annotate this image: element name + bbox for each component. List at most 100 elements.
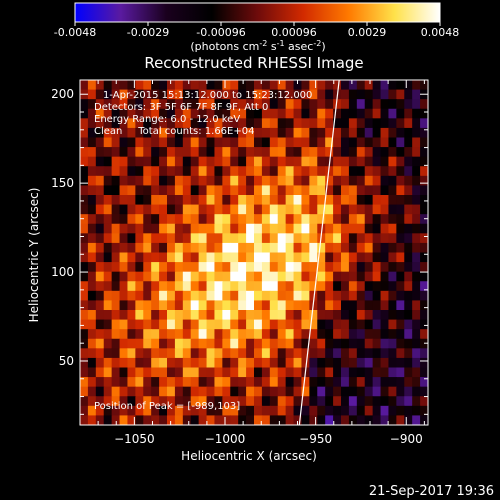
- heatmap-cell: [380, 271, 390, 282]
- heatmap-cell: [222, 300, 231, 311]
- heatmap-cell: [143, 367, 152, 378]
- heatmap-cell: [182, 405, 192, 417]
- heatmap-cell: [198, 396, 208, 407]
- heatmap-cell: [246, 262, 255, 273]
- heatmap-cell: [254, 290, 263, 302]
- heatmap-cell: [277, 147, 287, 158]
- heatmap-cell: [356, 252, 366, 263]
- heatmap-cell: [230, 252, 239, 263]
- heatmap-cell: [317, 137, 326, 148]
- heatmap-cell: [293, 262, 303, 273]
- heatmap-cell: [261, 271, 271, 282]
- heatmap-cell: [230, 233, 239, 244]
- heatmap-cell: [119, 415, 129, 425]
- heatmap-cell: [348, 405, 358, 417]
- heatmap-cell: [135, 242, 144, 254]
- heatmap-cell: [238, 386, 247, 397]
- heatmap-cell: [151, 214, 160, 225]
- heatmap-cell: [80, 271, 89, 282]
- y-tick-label: 50: [59, 354, 74, 368]
- heatmap-cell: [167, 214, 176, 225]
- heatmap-cell: [206, 108, 216, 119]
- heatmap-cell: [238, 214, 247, 225]
- heatmap-cell: [388, 405, 397, 417]
- heatmap-cell: [214, 166, 223, 177]
- heatmap-cell: [214, 108, 223, 119]
- heatmap-cell: [309, 348, 318, 359]
- heatmap-cell: [372, 367, 382, 378]
- heatmap-cell: [388, 262, 397, 273]
- heatmap-cell: [420, 166, 428, 177]
- heatmap-cell: [159, 137, 168, 148]
- heatmap-cell: [214, 396, 223, 407]
- heatmap-cell: [420, 108, 428, 119]
- heatmap-cell: [127, 338, 136, 349]
- heatmap-cell: [206, 252, 216, 263]
- heatmap-cell: [174, 214, 184, 225]
- heatmap-cell: [238, 281, 247, 292]
- heatmap-cell: [356, 108, 366, 119]
- heatmap-cell: [190, 338, 200, 349]
- heatmap-cell: [325, 405, 334, 417]
- heatmap-cell: [151, 195, 160, 206]
- heatmap-cell: [341, 147, 350, 158]
- heatmap-cell: [230, 127, 239, 139]
- heatmap-cell: [325, 118, 334, 129]
- heatmap-cell: [167, 99, 176, 110]
- heatmap-cell: [127, 175, 136, 187]
- heatmap-cell: [317, 415, 326, 425]
- heatmap-cell: [174, 89, 184, 100]
- heatmap-cell: [348, 348, 358, 359]
- heatmap-cell: [238, 252, 247, 263]
- heatmap-cell: [159, 329, 168, 340]
- heatmap-cell: [230, 415, 239, 425]
- heatmap-cell: [127, 204, 136, 215]
- heatmap-cell: [309, 80, 318, 91]
- heatmap-cell: [182, 415, 192, 425]
- heatmap-cell: [246, 108, 255, 119]
- heatmap-cell: [135, 214, 144, 225]
- heatmap-cell: [174, 118, 184, 129]
- heatmap-cell: [127, 415, 136, 425]
- heatmap-cell: [143, 214, 152, 225]
- heatmap-cell: [151, 175, 160, 187]
- colorbar-tick-label: 0.00096: [271, 26, 317, 39]
- heatmap-cell: [246, 386, 255, 397]
- heatmap-cell: [222, 195, 231, 206]
- heatmap-cell: [372, 89, 382, 100]
- heatmap-cell: [143, 310, 152, 321]
- heatmap-cell: [348, 108, 358, 119]
- heatmap-cell: [135, 127, 144, 139]
- heatmap-cell: [269, 310, 279, 321]
- heatmap-cell: [254, 357, 263, 369]
- heatmap-cell: [388, 89, 397, 100]
- heatmap-cell: [238, 262, 247, 273]
- heatmap-cell: [182, 175, 192, 187]
- heatmap-cell: [111, 242, 121, 254]
- x-tick-label: −950: [299, 432, 332, 446]
- heatmap-cell: [198, 310, 208, 321]
- heatmap-cell: [285, 281, 295, 292]
- heatmap-cell: [222, 386, 231, 397]
- heatmap-cell: [182, 99, 192, 110]
- heatmap-cell: [404, 99, 413, 110]
- heatmap-cell: [95, 310, 105, 321]
- heatmap-cell: [135, 338, 144, 349]
- heatmap-cell: [214, 195, 223, 206]
- heatmap-cell: [87, 89, 97, 100]
- heatmap-cell: [127, 214, 136, 225]
- heatmap-cell: [380, 300, 390, 311]
- heatmap-cell: [151, 310, 160, 321]
- heatmap-cell: [182, 137, 192, 148]
- heatmap-cell: [254, 137, 263, 148]
- heatmap-cell: [151, 233, 160, 244]
- heatmap-cell: [317, 252, 326, 263]
- heatmap-cell: [214, 310, 223, 321]
- heatmap-cell: [111, 147, 121, 158]
- heatmap-cell: [254, 195, 263, 206]
- heatmap-cell: [348, 357, 358, 369]
- heatmap-cell: [222, 166, 231, 177]
- heatmap-cell: [372, 214, 382, 225]
- heatmap-cell: [230, 281, 239, 292]
- heatmap-cell: [87, 156, 97, 167]
